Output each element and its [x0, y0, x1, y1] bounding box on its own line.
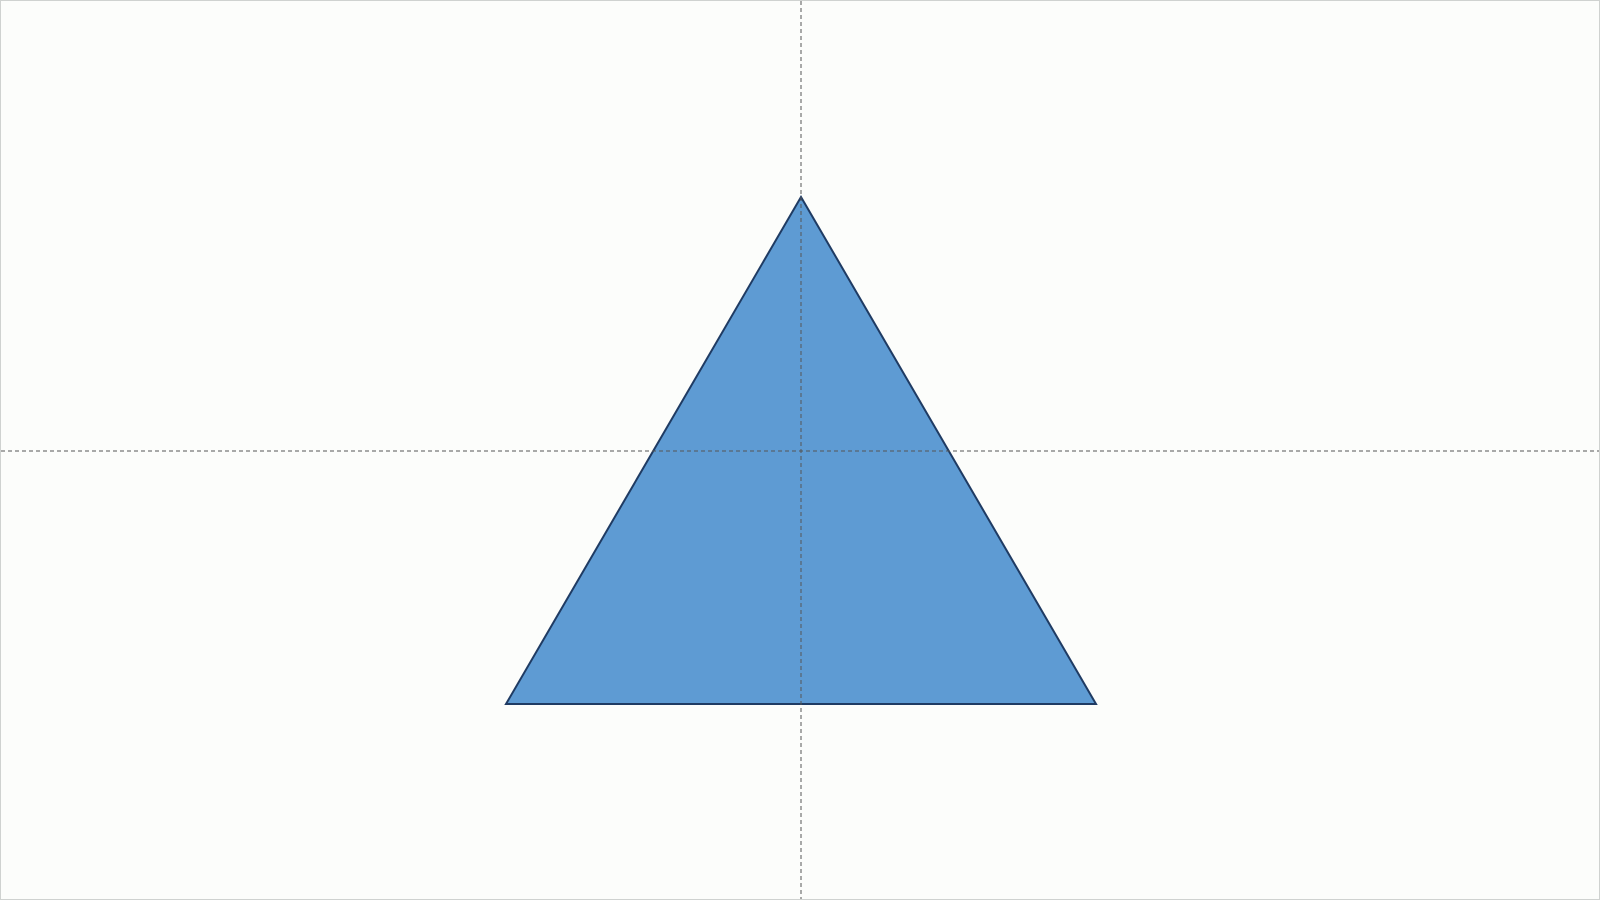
canvas-stage[interactable] — [1, 1, 1599, 899]
drawing-canvas[interactable] — [0, 0, 1600, 900]
